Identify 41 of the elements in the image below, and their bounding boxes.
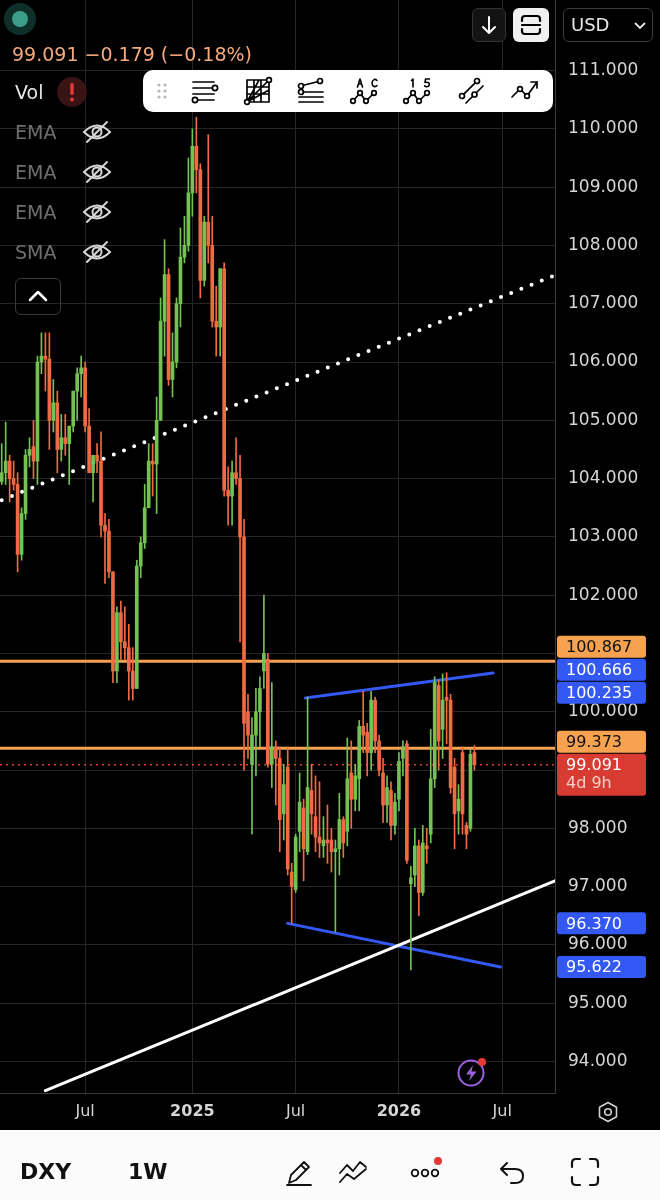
y-tick-label: 94.000 [568,1049,628,1070]
annotation: EMA [15,120,57,144]
y-tick-label: 102.000 [568,583,639,604]
y-tick-label: 107.000 [568,292,639,313]
ref-line-label: 100.867 [566,636,633,656]
x-tick-label: Jul [285,1100,306,1120]
x-tick-label: 2026 [376,1100,422,1120]
annotation: SMA [15,240,57,264]
x-tick-label: 2025 [170,1100,215,1120]
y-tick-label: 103.000 [568,525,639,546]
bottom-panel: DXY 1W [0,1130,660,1200]
y-tick-label: 96.000 [568,933,628,954]
y-tick-label: 100.000 [568,700,639,721]
y-tick-label: 108.000 [568,233,639,254]
annotation: Vol [15,80,44,104]
annotation: EMA [15,160,57,184]
ref-line-label: 99.091 [566,754,622,774]
y-tick-label: 95.000 [568,991,628,1012]
y-tick-label: 98.000 [568,816,628,837]
annotation: 99.091 −0.179 (−0.18%) [12,42,252,66]
y-tick-label: 106.000 [568,350,639,371]
y-tick-label: 109.000 [568,175,639,196]
text: 100.666 [566,659,633,679]
x-tick-label: Jul [491,1100,512,1120]
text: 96.370 [566,913,622,933]
candlestick [63,414,68,456]
y-tick-label: 105.000 [568,408,639,429]
candlestick [424,828,429,864]
dropdown: USD [563,8,653,42]
x-tick-label: Jul [74,1100,95,1120]
ref-line-label: 99.373 [566,731,622,751]
annotation: EMA [15,200,57,224]
text: 95.622 [566,957,622,977]
text: 4d 9h [566,772,612,792]
y-tick-label: 110.000 [568,117,639,138]
y-tick-label: 97.000 [568,875,628,896]
y-tick-label: 104.000 [568,467,639,488]
text: 100.235 [566,682,633,702]
y-tick-label: 111.000 [568,58,639,79]
candlestick [270,682,274,788]
candlestick [3,421,8,485]
